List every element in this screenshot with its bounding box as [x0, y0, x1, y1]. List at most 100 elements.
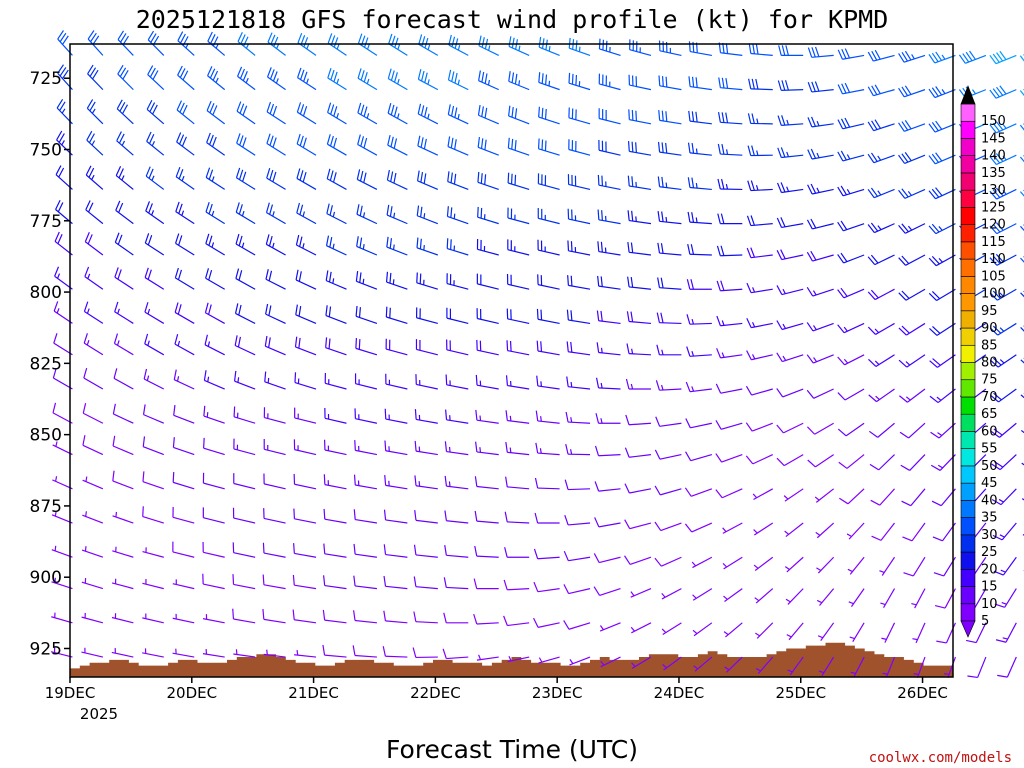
colorbar-swatch: [960, 155, 976, 174]
wind-barb: [685, 451, 713, 462]
wind-barb: [477, 104, 499, 125]
wind-barb: [142, 547, 164, 558]
terrain-layer: [70, 642, 953, 677]
wind-barb: [172, 648, 195, 658]
x-axis: 19DEC 20DEC 21DEC 22DEC 23DEC 24DEC 25DEC 26DEC: [45, 677, 948, 702]
wind-barb: [415, 374, 438, 390]
wind-barb: [715, 383, 743, 394]
wind-barb: [385, 338, 408, 356]
wind-barb: [447, 171, 469, 190]
colorbar-label: 85: [981, 338, 998, 353]
wind-barb: [84, 232, 104, 256]
wind-barb: [297, 32, 317, 56]
wind-barb: [868, 422, 895, 438]
wind-barb: [322, 609, 347, 624]
wind-barb: [837, 82, 865, 95]
wind-barb: [657, 211, 682, 225]
wind-barb: [687, 244, 712, 256]
colorbar-label: 55: [981, 442, 998, 457]
wind-barb: [900, 454, 926, 471]
wind-barb: [324, 373, 347, 390]
wind-barb: [117, 64, 134, 91]
wind-barb: [776, 422, 804, 434]
wind-barb: [383, 576, 408, 590]
wind-barb: [928, 51, 956, 64]
wind-barb: [929, 354, 956, 368]
wind-barb: [83, 367, 104, 390]
wind-barb: [806, 286, 834, 297]
wind-barb: [928, 254, 956, 267]
wind-barb: [837, 422, 865, 437]
wind-barb: [838, 454, 865, 469]
wind-barb: [989, 187, 1017, 200]
wind-barb: [625, 414, 651, 426]
wind-barb: [943, 656, 956, 678]
wind-barb: [990, 422, 1017, 438]
wind-barb: [327, 33, 347, 56]
wind-barb: [787, 656, 804, 676]
wind-barb: [1019, 123, 1024, 131]
wind-barb: [386, 236, 408, 256]
wind-barb: [686, 279, 712, 290]
wind-barb: [597, 275, 621, 290]
wind-barb: [931, 488, 956, 507]
wind-barb: [717, 112, 743, 125]
wind-barb: [506, 273, 530, 290]
wind-barb: [264, 371, 286, 390]
wind-barb: [172, 613, 195, 624]
y-axis: 725 750 775 800 825 850 875 900 925: [30, 69, 70, 659]
wind-barb: [113, 333, 134, 356]
chart-title: 2025121818 GFS forecast wind profile (kt…: [136, 5, 889, 34]
wind-barb: [112, 546, 134, 558]
wind-barb: [85, 165, 104, 190]
colorbar-label: 90: [981, 321, 998, 336]
wind-barb: [323, 575, 347, 590]
wind-barb: [474, 510, 499, 524]
wind-barb: [325, 337, 347, 356]
wind-barb: [145, 166, 165, 190]
wind-barb: [776, 320, 804, 331]
wind-barb: [568, 139, 591, 156]
wind-barb: [326, 134, 347, 156]
wind-barb: [594, 445, 621, 457]
wind-barb: [265, 269, 286, 290]
colorbar-label: 20: [981, 562, 998, 577]
wind-barb: [715, 488, 743, 499]
wind-barb: [989, 253, 1017, 266]
colorbar-swatch: [960, 431, 976, 449]
wind-barb: [292, 609, 317, 624]
wind-barb: [684, 487, 713, 497]
wind-barb: [745, 454, 773, 465]
wind-barb: [867, 288, 895, 301]
wind-barb: [991, 454, 1017, 471]
wind-barb: [266, 168, 286, 190]
wind-barb: [724, 656, 743, 673]
wind-barb: [81, 647, 104, 658]
wind-barb: [930, 422, 956, 439]
wind-barb: [994, 588, 1017, 608]
wind-barb: [235, 202, 256, 225]
wind-barb: [414, 409, 438, 424]
wind-barb: [86, 130, 104, 156]
wind-barb: [416, 170, 439, 190]
wind-barb: [657, 141, 682, 156]
wind-barb: [385, 306, 408, 325]
wind-barb: [446, 238, 469, 256]
wind-barb: [114, 232, 134, 256]
wind-barb: [294, 407, 317, 424]
wind-barb: [295, 269, 317, 290]
wind-barb: [172, 437, 195, 456]
wind-barb: [990, 354, 1017, 368]
wind-barb: [174, 334, 195, 356]
wind-barb: [176, 132, 195, 156]
wind-barb: [52, 402, 73, 424]
wind-barb: [354, 440, 378, 456]
wind-barb: [880, 588, 896, 608]
wind-barb: [1020, 224, 1024, 232]
wind-barb: [936, 622, 956, 644]
wind-barb: [533, 617, 560, 628]
wind-barb: [1019, 88, 1024, 97]
colorbar-label: 145: [981, 131, 1006, 146]
wind-barb: [815, 522, 835, 539]
colorbar-label: 150: [981, 114, 1006, 129]
